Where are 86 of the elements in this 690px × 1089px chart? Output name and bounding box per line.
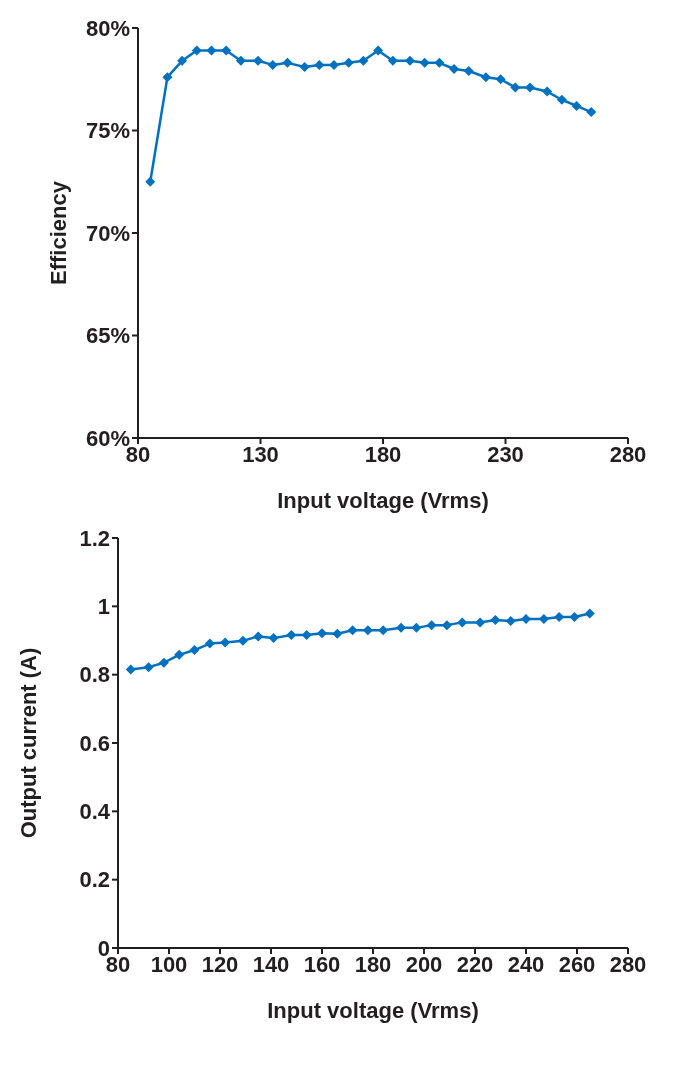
point [569, 611, 580, 622]
y-axis-title: Efficiency [45, 180, 71, 285]
point [286, 630, 297, 641]
point [358, 55, 369, 66]
y-tick-label: 75% [85, 118, 130, 144]
point [268, 633, 279, 644]
point [158, 657, 169, 668]
point [449, 64, 460, 74]
point [434, 57, 445, 68]
y-tick-label: 65% [85, 323, 130, 349]
point [521, 613, 531, 624]
x-tick-label: 160 [303, 951, 341, 977]
point [253, 631, 264, 642]
x-tick-label: 180 [364, 441, 402, 467]
point [362, 625, 373, 636]
point [426, 620, 437, 631]
x-tick-label: 140 [252, 951, 290, 977]
point [299, 61, 310, 72]
x-tick-label: 280 [609, 441, 647, 467]
point [174, 649, 185, 660]
point [387, 55, 398, 66]
y-tick-label: 1 [97, 594, 110, 620]
point [571, 100, 582, 111]
point [525, 82, 535, 93]
point [505, 616, 516, 627]
point [490, 615, 501, 625]
point [441, 620, 452, 631]
x-tick-label: 280 [609, 951, 647, 977]
y-tick-label: 0.8 [79, 662, 110, 688]
y-tick-label: 70% [85, 220, 130, 246]
point [220, 637, 231, 648]
point [411, 622, 422, 633]
x-tick-label: 230 [487, 441, 524, 467]
point [584, 608, 595, 619]
point [189, 645, 200, 656]
point [396, 622, 407, 633]
point [373, 45, 384, 56]
point [145, 176, 156, 187]
y-tick-label: 0.4 [79, 799, 111, 825]
y-tick-label: 80% [85, 15, 130, 41]
point [143, 662, 154, 673]
point [206, 45, 217, 56]
x-axis-title: Input voltage (Vrms) [277, 488, 489, 513]
point [404, 55, 415, 66]
point [495, 74, 506, 85]
point [419, 57, 430, 68]
x-tick-label: 220 [456, 951, 494, 977]
point [480, 72, 491, 83]
point [510, 82, 521, 93]
x-tick-label: 120 [201, 951, 239, 977]
x-axis-title: Input voltage (Vrms) [267, 998, 479, 1023]
point [317, 628, 327, 639]
point [329, 59, 339, 70]
point [253, 55, 264, 66]
point [125, 664, 136, 675]
point [221, 45, 232, 56]
point [177, 55, 188, 66]
point [586, 107, 597, 118]
point [237, 635, 248, 646]
point [267, 59, 278, 70]
y-tick-label: 0.2 [79, 867, 110, 893]
x-tick-label: 130 [242, 441, 279, 467]
x-tick-label: 240 [507, 951, 545, 977]
point [332, 628, 343, 639]
point [162, 72, 173, 83]
point [235, 55, 246, 66]
point [556, 94, 567, 105]
point [343, 57, 354, 68]
point [463, 66, 474, 77]
y-tick-label: 1.2 [79, 525, 110, 551]
x-tick-label: 260 [558, 951, 596, 977]
x-tick-label: 180 [354, 951, 392, 977]
point [301, 630, 312, 641]
point [378, 625, 389, 636]
y-axis-title: Output current (A) [15, 647, 41, 839]
point [282, 57, 293, 68]
point [475, 617, 486, 628]
point [347, 625, 358, 636]
point [191, 45, 202, 56]
point [542, 86, 553, 97]
point [204, 638, 215, 649]
x-tick-label: 200 [405, 951, 443, 977]
y-tick-label: 0.6 [79, 730, 110, 756]
x-tick-label: 100 [150, 951, 188, 977]
point [457, 617, 468, 628]
point [314, 59, 325, 70]
